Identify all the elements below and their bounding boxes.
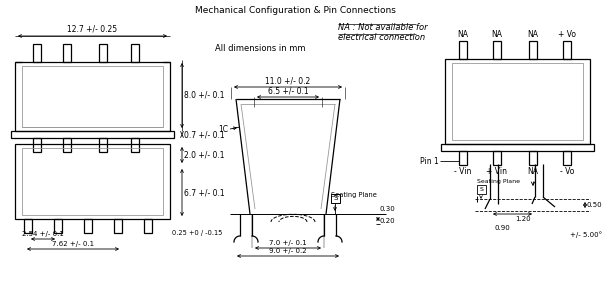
Text: electrical connection: electrical connection (338, 33, 425, 42)
Text: 0.20: 0.20 (380, 218, 395, 224)
Bar (33, 44, 41, 62)
Bar (563, 151, 571, 165)
Text: 9.0 +/- 0.2: 9.0 +/- 0.2 (269, 248, 307, 254)
Text: +/- 5.00°: +/- 5.00° (570, 231, 602, 238)
Bar (99, 138, 107, 152)
Bar (493, 151, 501, 165)
Text: 8.0 +/- 0.1: 8.0 +/- 0.1 (184, 91, 225, 100)
Text: 11.0 +/- 0.2: 11.0 +/- 0.2 (266, 76, 311, 85)
Bar (63, 44, 71, 62)
Bar (84, 219, 92, 233)
Text: 2.54 +/- 0.1: 2.54 +/- 0.1 (22, 231, 64, 237)
Bar (63, 138, 71, 152)
Text: NA : Not available for: NA : Not available for (338, 23, 428, 32)
Bar (15, 144, 170, 219)
Text: 0.90: 0.90 (495, 225, 511, 231)
Bar (15, 62, 170, 131)
Bar (99, 44, 107, 62)
Bar (459, 151, 467, 165)
Text: 7.0 +/- 0.1: 7.0 +/- 0.1 (269, 240, 307, 246)
Bar (11, 131, 174, 138)
Text: 2.0 +/- 0.1: 2.0 +/- 0.1 (184, 150, 225, 159)
Bar (493, 41, 501, 59)
Bar (445, 59, 590, 144)
Text: NA: NA (528, 30, 539, 39)
Bar (33, 138, 41, 152)
Text: 6.5 +/- 0.1: 6.5 +/- 0.1 (267, 86, 308, 95)
Text: 1.20: 1.20 (515, 216, 531, 222)
Bar (441, 144, 594, 151)
Text: Pin 1: Pin 1 (420, 156, 439, 166)
Text: 12.7 +/- 0.25: 12.7 +/- 0.25 (67, 25, 118, 34)
Bar (144, 219, 152, 233)
Text: Seating Plane: Seating Plane (477, 179, 520, 184)
Bar (54, 219, 62, 233)
Bar (529, 151, 537, 165)
Bar (24, 219, 32, 233)
Text: S: S (334, 196, 338, 202)
Text: 7.62 +/- 0.1: 7.62 +/- 0.1 (52, 241, 94, 247)
Text: 0.30: 0.30 (380, 206, 396, 212)
Text: All dimensions in mm: All dimensions in mm (215, 44, 305, 53)
Text: - Vin: - Vin (454, 167, 472, 176)
Bar (131, 138, 139, 152)
Bar (131, 44, 139, 62)
Text: NA: NA (458, 30, 469, 39)
Text: 0.7 +/- 0.1: 0.7 +/- 0.1 (184, 130, 225, 139)
Text: - Vo: - Vo (560, 167, 574, 176)
Text: Seating Plane: Seating Plane (331, 192, 377, 198)
Text: Mechanical Configuration & Pin Connections: Mechanical Configuration & Pin Connectio… (195, 6, 395, 15)
Bar (477, 185, 486, 194)
Bar (459, 41, 467, 59)
Text: + Vin: + Vin (487, 167, 507, 176)
Text: 0.25 +0 / -0.15: 0.25 +0 / -0.15 (172, 230, 222, 236)
Bar (529, 41, 537, 59)
Text: NA: NA (491, 30, 502, 39)
Text: + Vo: + Vo (558, 30, 576, 39)
Bar (331, 194, 340, 203)
Text: NA: NA (528, 167, 539, 176)
Bar (114, 219, 122, 233)
Text: 0.50: 0.50 (587, 202, 603, 208)
Text: 6.7 +/- 0.1: 6.7 +/- 0.1 (184, 188, 225, 197)
Bar (22, 66, 163, 127)
Bar (563, 41, 571, 59)
Text: 1C: 1C (218, 124, 228, 133)
Text: S: S (480, 187, 483, 192)
Bar (22, 148, 163, 215)
Bar (452, 63, 583, 140)
